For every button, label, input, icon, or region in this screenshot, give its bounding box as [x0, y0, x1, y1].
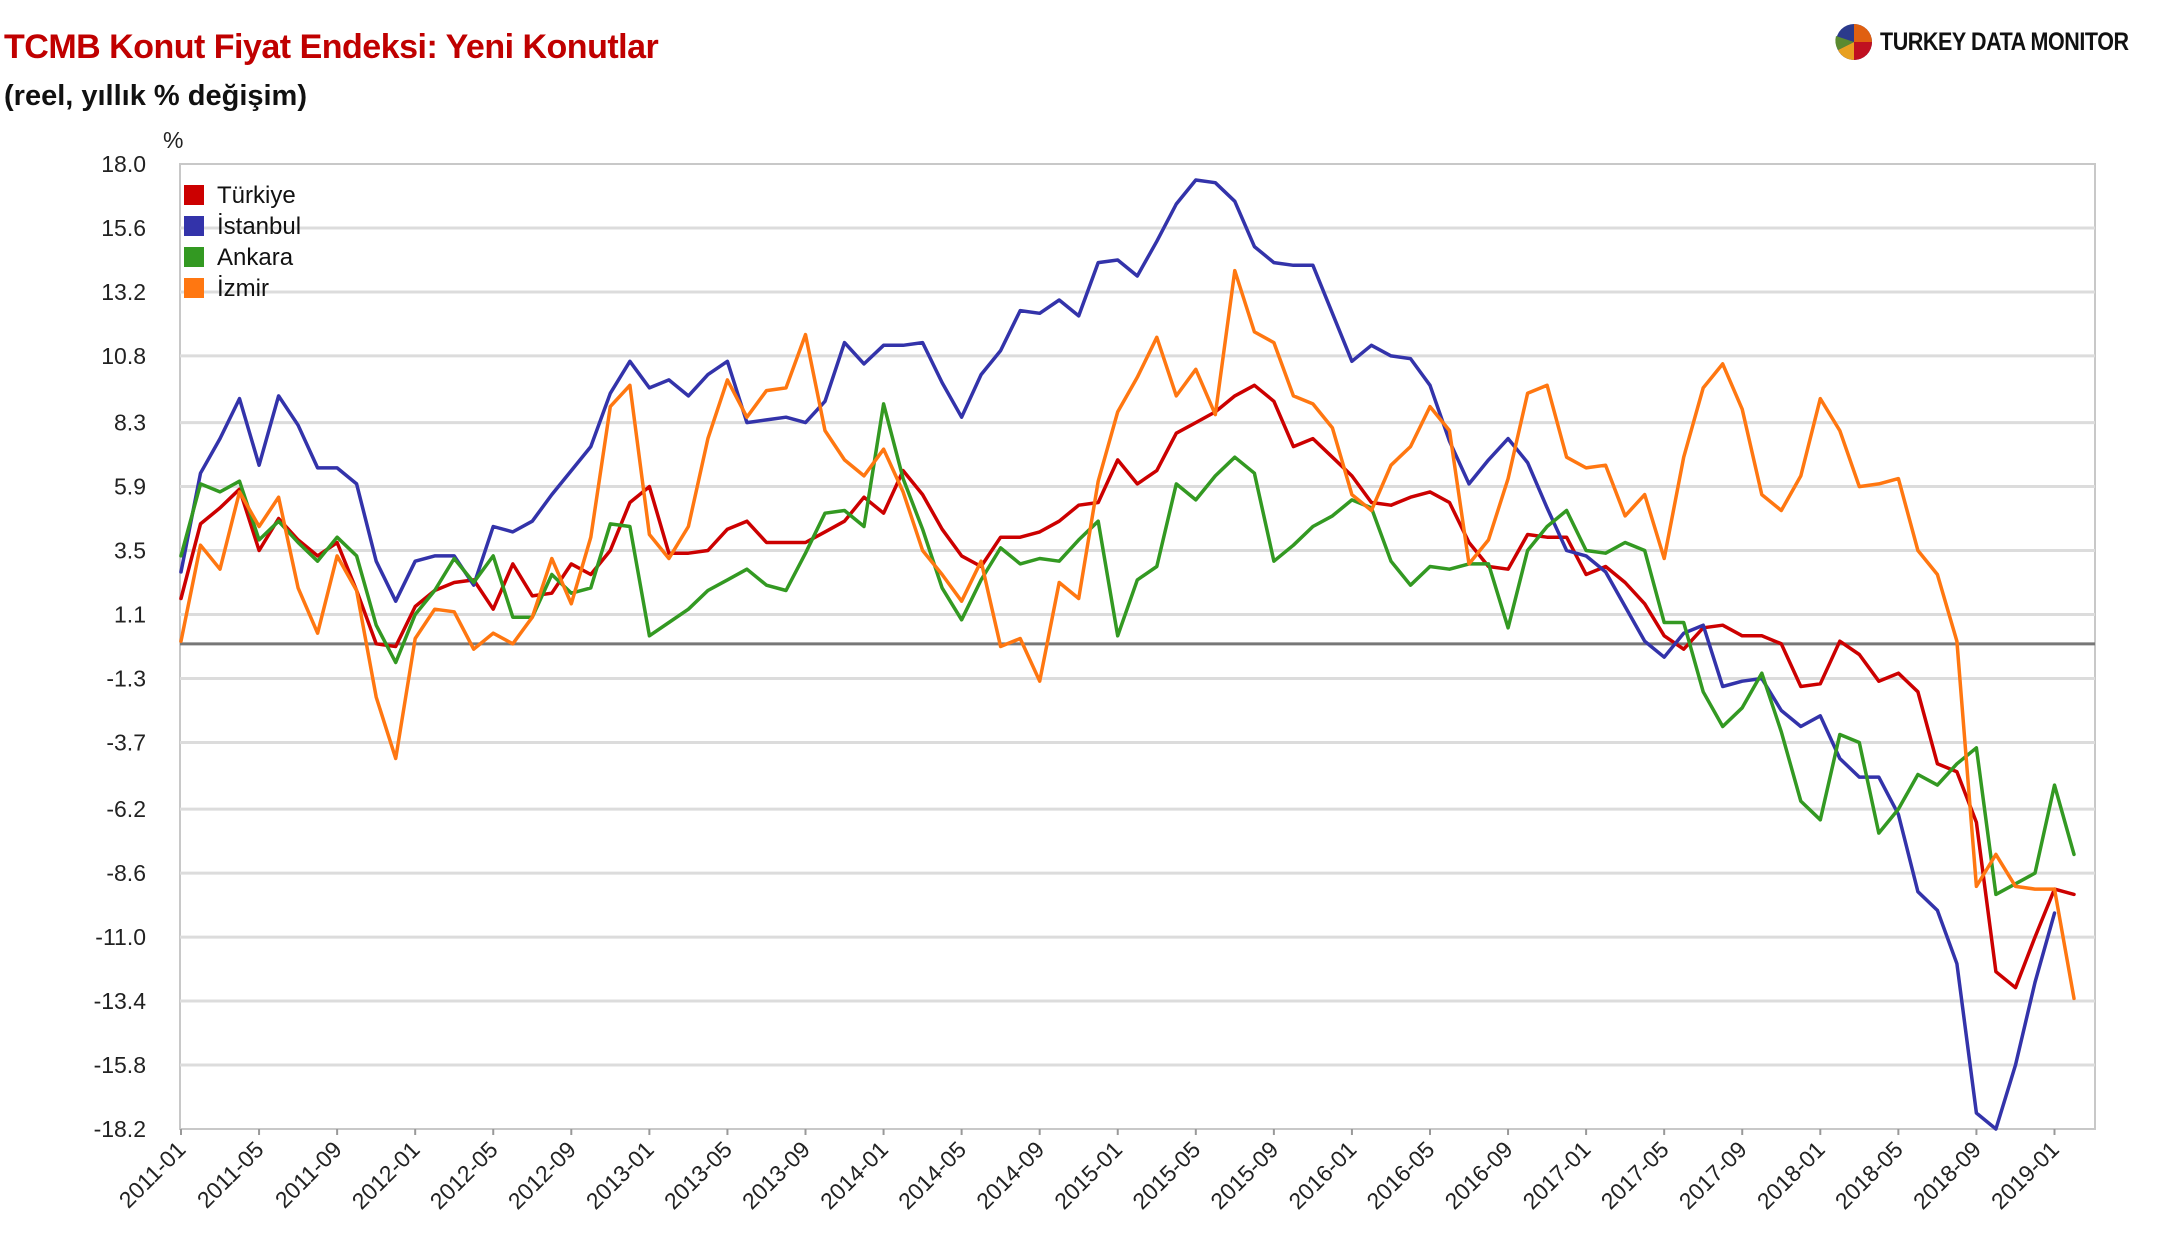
- y-tick-label: 5.9: [114, 474, 146, 500]
- series-line-3: [179, 268, 2076, 1001]
- y-tick-label: 1.1: [114, 602, 146, 628]
- series-line-2: [179, 402, 2076, 897]
- legend-swatch: [184, 278, 204, 298]
- pie-logo-icon: [1835, 24, 1872, 60]
- x-tick-label: 2013-01: [581, 1136, 659, 1214]
- plot-area: [179, 163, 2096, 1130]
- x-tick-label: 2011-05: [192, 1136, 269, 1213]
- x-tick-label: 2014-09: [971, 1136, 1049, 1214]
- legend-swatch: [184, 216, 204, 236]
- legend: Türkiye İstanbul Ankara İzmir: [184, 182, 301, 302]
- x-tick-label: 2014-01: [815, 1136, 893, 1214]
- y-tick-label: 8.3: [114, 410, 146, 436]
- legend-label: İstanbul: [217, 213, 301, 240]
- y-tick-label: -1.3: [106, 665, 146, 691]
- legend-swatch: [184, 185, 204, 205]
- y-tick-label: -15.8: [94, 1052, 146, 1078]
- x-tick-label: 2015-09: [1205, 1136, 1283, 1214]
- x-tick-label: 2017-01: [1518, 1136, 1596, 1214]
- y-tick-label: 13.2: [101, 279, 146, 305]
- x-tick-label: 2013-05: [659, 1136, 737, 1214]
- y-tick-label: -8.6: [106, 860, 146, 886]
- y-tick-label: -11.0: [95, 924, 146, 950]
- x-tick-label: 2015-05: [1127, 1136, 1205, 1214]
- x-tick-label: 2016-09: [1440, 1136, 1518, 1214]
- series-line-1: [179, 178, 2057, 1131]
- legend-label: Ankara: [217, 244, 294, 271]
- legend-label: İzmir: [217, 275, 269, 302]
- x-tick-label: 2017-05: [1596, 1136, 1674, 1214]
- legend-label: Türkiye: [217, 182, 296, 209]
- x-tick-label: 2018-05: [1830, 1136, 1908, 1214]
- x-tick-label: 2018-01: [1752, 1136, 1830, 1214]
- x-tick-label: 2013-09: [737, 1136, 815, 1214]
- x-tick-label: 2014-05: [893, 1136, 971, 1214]
- x-tick-label: 2016-01: [1283, 1136, 1361, 1214]
- y-tick-label: 10.8: [101, 343, 146, 369]
- x-tick-label: 2011-09: [270, 1136, 347, 1213]
- series-line-0: [179, 383, 2076, 990]
- x-tick-label: 2015-01: [1049, 1136, 1127, 1214]
- x-axis: 2011-01 2011-05 2011-09 2012-01 2012-05 2012-…: [114, 1129, 2064, 1214]
- gridlines: [180, 226, 2095, 1067]
- x-tick-label: 2018-09: [1908, 1136, 1986, 1214]
- x-tick-label: 2016-05: [1361, 1136, 1439, 1214]
- y-tick-label: 18.0: [101, 151, 146, 177]
- y-axis-unit: %: [163, 127, 183, 153]
- y-axis: 18.0 15.6 13.2 10.8 8.3 5.9 3.5 1.1 -1.3 -3.7 -6.2…: [94, 151, 147, 1142]
- series-lines: [179, 178, 2076, 1131]
- x-tick-label: 2019-01: [1986, 1136, 2064, 1214]
- chart-subtitle: (reel, yıllık % değişim): [4, 80, 307, 112]
- y-tick-label: -13.4: [94, 988, 147, 1014]
- y-tick-label: 15.6: [101, 215, 146, 241]
- y-tick-label: -18.2: [94, 1116, 146, 1142]
- x-tick-label: 2011-01: [114, 1136, 191, 1213]
- x-tick-label: 2012-05: [425, 1136, 503, 1214]
- y-tick-label: 3.5: [114, 538, 146, 564]
- x-tick-label: 2012-09: [503, 1136, 581, 1214]
- chart-title: TCMB Konut Fiyat Endeksi: Yeni Konutlar: [4, 28, 659, 66]
- brand-logo: TURKEY DATA MONITOR: [1834, 22, 2169, 62]
- brand-name: TURKEY DATA MONITOR: [1879, 27, 2129, 56]
- y-tick-label: -3.7: [106, 729, 146, 755]
- x-tick-label: 2012-01: [347, 1136, 425, 1214]
- x-tick-label: 2017-09: [1674, 1136, 1752, 1214]
- y-tick-label: -6.2: [106, 796, 146, 822]
- legend-swatch: [184, 247, 204, 267]
